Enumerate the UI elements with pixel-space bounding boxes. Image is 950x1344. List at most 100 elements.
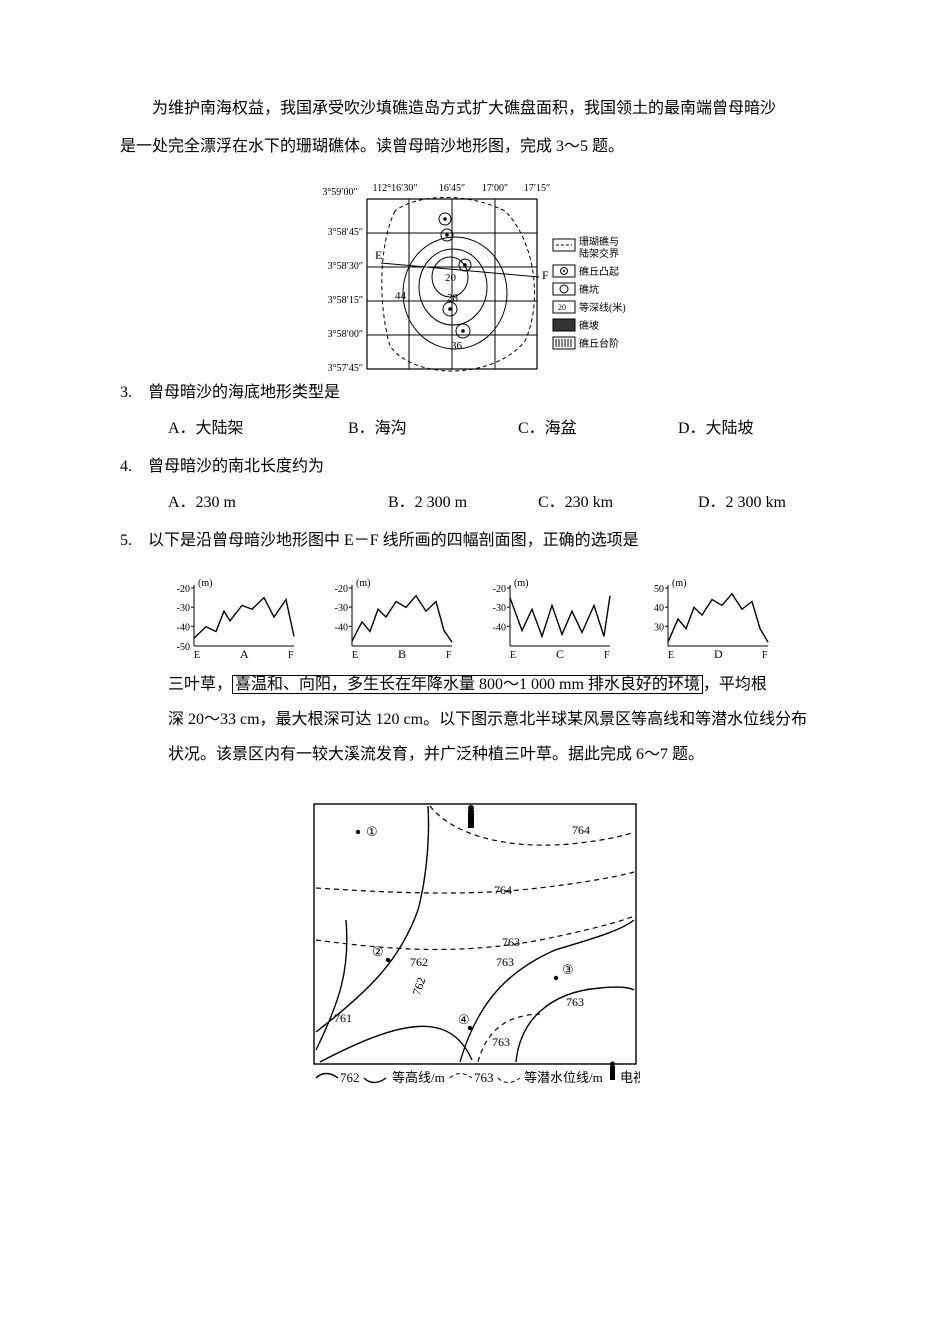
legend-text: 礁丘凸起	[579, 265, 619, 278]
svg-text:F: F	[604, 650, 610, 661]
svg-text:-40: -40	[177, 622, 190, 633]
p2-box: 喜温和、向阳，多生长在年降水量 800～1 000 mm 排水良好的环境	[232, 675, 703, 694]
dash-label: 763	[502, 935, 520, 949]
legend-text: 礁丘台阶	[579, 337, 619, 350]
q3-opt-b: B．海沟	[348, 414, 518, 438]
q4-options: A．230 m B．2 300 m C．230 km D．2 300 km	[120, 488, 830, 512]
dash-label: 763	[492, 1035, 510, 1049]
dash-label: 764	[572, 823, 590, 837]
lon-label: 17′00″	[482, 183, 508, 194]
profile-a: (m) -20 -30 -40 -50 E F A	[168, 578, 298, 663]
lon-label: 17′15″	[524, 183, 550, 194]
svg-text:30: 30	[654, 622, 664, 633]
depth-num: 44	[395, 290, 407, 302]
depth-num: 20	[445, 272, 457, 284]
svg-text:E: E	[668, 650, 674, 661]
p2-pre: 三叶草，	[168, 676, 232, 693]
q4-stem: 曾母暗沙的南北长度约为	[148, 452, 830, 476]
q4-opt-a: A．230 m	[168, 488, 388, 512]
p2-post: ，平均根	[703, 676, 767, 693]
q4-opt-b: B．2 300 m	[388, 488, 538, 512]
legend-text: 礁坑	[579, 283, 599, 296]
svg-text:-30: -30	[335, 603, 348, 614]
cap-solid-num: 762	[340, 1070, 360, 1085]
svg-text:(m): (m)	[514, 578, 528, 589]
dash-label: 764	[494, 883, 512, 897]
question-3: 3. 曾母暗沙的海底地形类型是	[120, 378, 830, 402]
cap-tower: 电视塔	[620, 1070, 640, 1085]
svg-text:(m): (m)	[356, 578, 370, 589]
figure-1: 3°59′00″ 112°16′30″ 16′45″ 17′00″ 17′15″…	[295, 181, 655, 391]
question-5: 5. 以下是沿曾母暗沙地形图中 E－F 线所画的四幅剖面图，正确的选项是	[120, 526, 830, 550]
tv-tower-icon	[468, 805, 474, 828]
svg-text:F: F	[446, 650, 452, 661]
passage-2: 三叶草，喜温和、向阳，多生长在年降水量 800～1 000 mm 排水良好的环境…	[120, 667, 830, 773]
lat-label: 3°58′30″	[328, 261, 363, 272]
solid-label: 763	[566, 995, 584, 1009]
q5-num: 5.	[120, 532, 148, 550]
profile-c: (m) -20 -30 -40 E F C	[484, 578, 614, 663]
svg-text:F: F	[762, 650, 768, 661]
figure-3: 764 764 763 763 761 762 762 763 763 ① ② …	[120, 800, 830, 1095]
lat-label: 3°59′00″	[322, 187, 357, 198]
intro-passage: 为维护南海权益，我国承受吹沙填礁造岛方式扩大礁盘面积，我国领土的最南端曾母暗沙 …	[120, 90, 830, 167]
pt-4: ④	[458, 1012, 470, 1027]
lon-label: 16′45″	[439, 183, 465, 194]
svg-text:E: E	[194, 650, 200, 661]
figure-3-svg: 764 764 763 763 761 762 762 763 763 ① ② …	[310, 800, 640, 1090]
q4-opt-d: D．2 300 km	[698, 488, 818, 512]
svg-text:E: E	[510, 650, 516, 661]
svg-text:-20: -20	[335, 584, 348, 595]
pt-3: ③	[562, 962, 574, 977]
point-e: E	[375, 248, 382, 262]
svg-text:-40: -40	[335, 622, 348, 633]
depth-num: 28	[447, 292, 459, 304]
q3-opt-d: D．大陆坡	[678, 414, 818, 438]
svg-text:(m): (m)	[672, 578, 686, 589]
legend-text: 陆架交界	[579, 247, 619, 260]
cap-dash-num: 763	[474, 1070, 494, 1085]
lat-label: 3°57′45″	[328, 363, 363, 374]
point-f: F	[542, 268, 549, 282]
question-4: 4. 曾母暗沙的南北长度约为	[120, 452, 830, 476]
q5-stem: 以下是沿曾母暗沙地形图中 E－F 线所画的四幅剖面图，正确的选项是	[148, 526, 830, 550]
svg-text:-50: -50	[177, 642, 190, 653]
solid-label: 761	[334, 1011, 352, 1025]
solid-label: 763	[496, 955, 514, 969]
lat-label: 3°58′15″	[328, 295, 363, 306]
q3-options: A．大陆架 B．海沟 C．海盆 D．大陆坡	[120, 414, 830, 438]
svg-text:50: 50	[654, 584, 664, 595]
svg-text:F: F	[288, 650, 294, 661]
figure-1-wrap: 3°59′00″ 112°16′30″ 16′45″ 17′00″ 17′15″…	[120, 181, 830, 396]
q3-stem: 曾母暗沙的海底地形类型是	[148, 378, 830, 402]
svg-text:C: C	[556, 647, 564, 661]
svg-text:40: 40	[654, 603, 664, 614]
figure-1-svg: 3°59′00″ 112°16′30″ 16′45″ 17′00″ 17′15″…	[295, 181, 655, 391]
pt-2: ②	[372, 944, 384, 959]
svg-text:-20: -20	[493, 584, 506, 595]
legend-text: 等深线(米)	[579, 301, 626, 314]
q4-num: 4.	[120, 458, 148, 476]
lat-label: 3°58′00″	[328, 329, 363, 340]
svg-text:A: A	[240, 647, 249, 661]
svg-text:(m): (m)	[198, 578, 212, 589]
svg-text:-30: -30	[493, 603, 506, 614]
legend-text: 珊瑚礁与	[579, 235, 619, 248]
q4-opt-c: C．230 km	[538, 488, 698, 512]
svg-text:-20: -20	[177, 584, 190, 595]
svg-text:-40: -40	[493, 622, 506, 633]
cap-water: 等潜水位线/m	[524, 1070, 603, 1085]
solid-label: 762	[410, 955, 428, 969]
pt-1: ①	[366, 824, 378, 839]
cap-contour: 等高线/m	[392, 1070, 445, 1085]
svg-text:B: B	[398, 647, 406, 661]
intro-line-2: 是一处完全漂浮在水下的珊瑚礁体。读曾母暗沙地形图，完成 3～5 题。	[120, 128, 830, 166]
p2-line3: 状况。该景区内有一较大溪流发育，并广泛种植三叶草。据此完成 6～7 题。	[168, 737, 830, 772]
figure-2: (m) -20 -30 -40 -50 E F A (m) -20 -30 -40	[168, 578, 830, 663]
profile-d: (m) 504030 E F D	[642, 578, 772, 663]
svg-text:E: E	[352, 650, 358, 661]
svg-text:-30: -30	[177, 603, 190, 614]
q3-opt-c: C．海盆	[518, 414, 678, 438]
legend-text: 礁坡	[579, 319, 599, 332]
exam-page: 为维护南海权益，我国承受吹沙填礁造岛方式扩大礁盘面积，我国领土的最南端曾母暗沙 …	[0, 0, 950, 1135]
